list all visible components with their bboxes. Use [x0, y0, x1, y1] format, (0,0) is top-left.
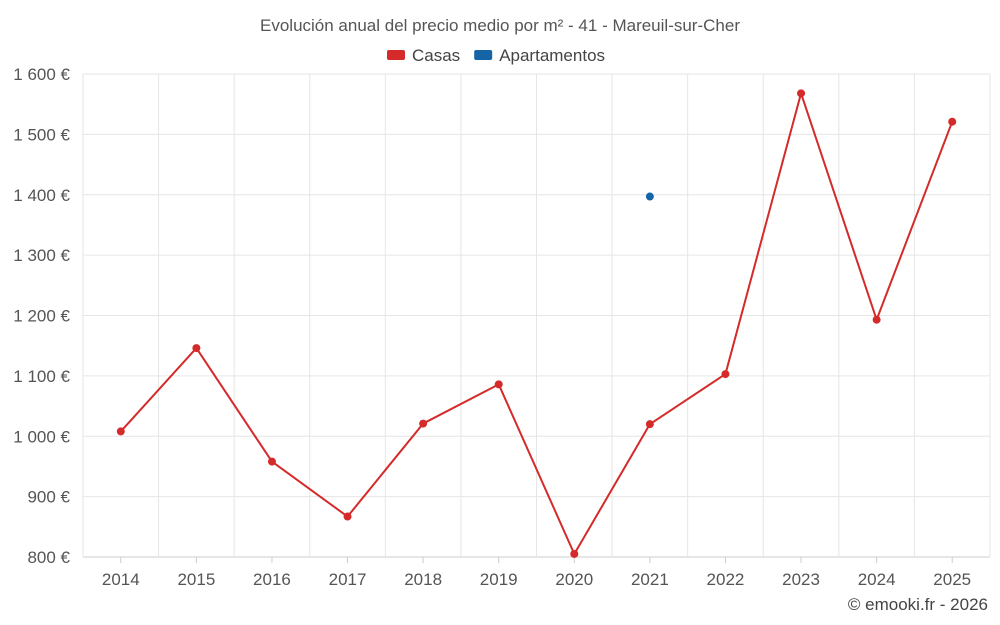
x-tick-label: 2019	[480, 570, 518, 589]
data-point-casas-2017[interactable]	[343, 512, 352, 521]
legend-swatch	[387, 50, 405, 60]
x-axis: 2014 2015 2016 2017 2018 2019 2020 2021 2022 2023…	[102, 557, 971, 589]
data-point-casas-2024[interactable]	[872, 315, 881, 324]
data-point-casas-2018[interactable]	[419, 419, 428, 428]
series	[116, 89, 957, 558]
data-point-casas-2014[interactable]	[116, 427, 125, 436]
legend-label: Casas	[412, 46, 460, 65]
data-point-casas-2022[interactable]	[721, 370, 730, 379]
legend-swatch	[474, 50, 493, 60]
legend-item-casas[interactable]: Casas	[387, 46, 460, 65]
y-tick-label: 1 300 €	[13, 246, 70, 265]
data-point-casas-2015[interactable]	[192, 344, 201, 353]
y-tick-label: 1 200 €	[13, 307, 70, 326]
x-tick-label: 2023	[782, 570, 820, 589]
series-line-casas	[120, 92, 954, 555]
x-tick-label: 2022	[707, 570, 745, 589]
x-tick-label: 2016	[253, 570, 291, 589]
credit-text: © emooki.fr - 2026	[848, 595, 988, 614]
x-tick-label: 2025	[933, 570, 971, 589]
y-tick-label: 1 400 €	[13, 186, 70, 205]
legend-item-apartamentos[interactable]: Apartamentos	[474, 46, 605, 65]
x-tick-label: 2020	[555, 570, 593, 589]
y-tick-label: 800 €	[27, 548, 70, 567]
data-point-casas-2025[interactable]	[948, 117, 957, 126]
y-tick-label: 900 €	[27, 488, 70, 507]
x-tick-label: 2015	[177, 570, 215, 589]
legend: Casas Apartamentos	[387, 46, 605, 65]
y-tick-label: 1 100 €	[13, 367, 70, 386]
x-tick-label: 2024	[858, 570, 896, 589]
y-tick-label: 1 500 €	[13, 125, 70, 144]
data-point-casas-2016[interactable]	[267, 457, 276, 466]
data-point-casas-2023[interactable]	[797, 89, 806, 98]
data-point-casas-2019[interactable]	[494, 380, 503, 389]
data-point-casas-2021[interactable]	[645, 420, 654, 429]
x-tick-label: 2021	[631, 570, 669, 589]
grid	[82, 73, 991, 558]
series-apartamentos	[645, 192, 654, 201]
x-tick-label: 2018	[404, 570, 442, 589]
series-casas	[116, 89, 957, 558]
chart-title: Evolución anual del precio medio por m² …	[260, 16, 740, 35]
x-tick-label: 2014	[102, 570, 140, 589]
data-point-casas-2020[interactable]	[570, 549, 579, 558]
y-axis: 800 € 900 € 1 000 € 1 100 € 1 200 € 1 300 € 1 …	[13, 65, 70, 567]
y-tick-label: 1 600 €	[13, 65, 70, 84]
data-point-apartamentos-2021[interactable]	[645, 192, 654, 201]
x-tick-label: 2017	[329, 570, 367, 589]
y-tick-label: 1 000 €	[13, 427, 70, 446]
legend-label: Apartamentos	[499, 46, 605, 65]
